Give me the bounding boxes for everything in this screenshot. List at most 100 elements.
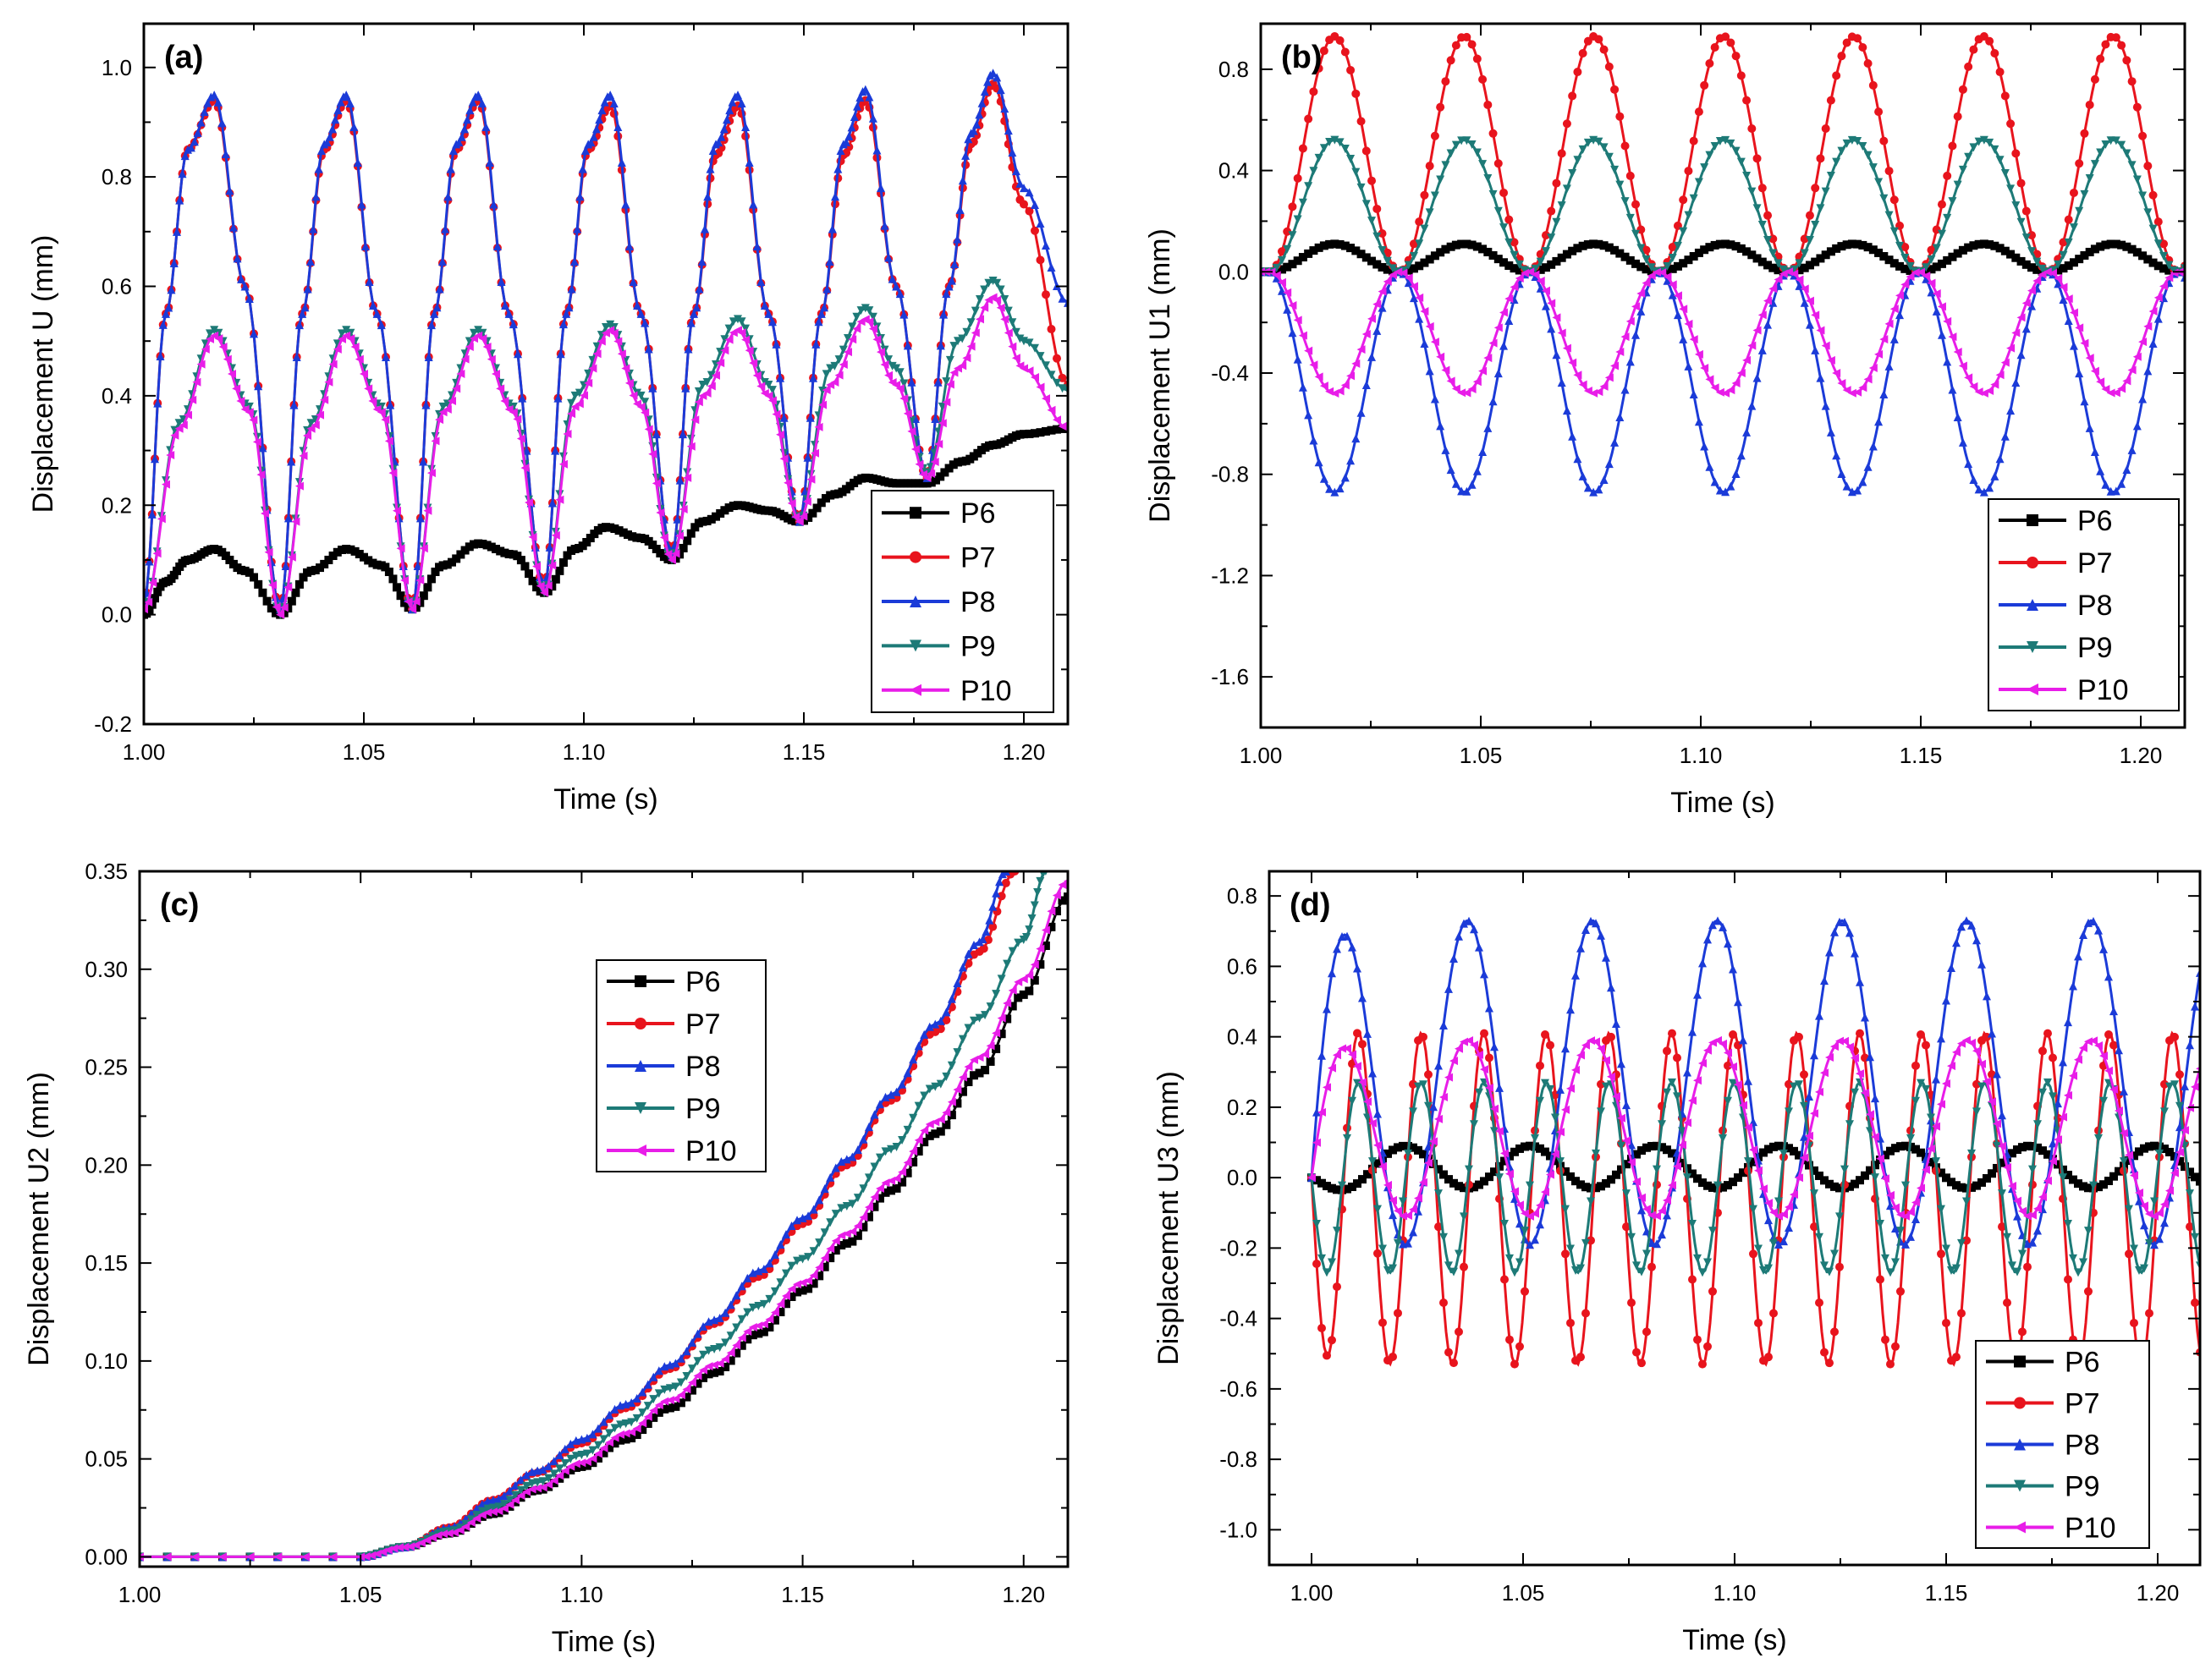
legend-label-p8: P8 [960,586,996,618]
data-point-p8 [961,151,971,160]
data-point-p8 [831,1163,840,1172]
data-point-p8 [1673,310,1682,320]
data-point-p9 [606,320,615,329]
data-point-p8 [593,1424,602,1433]
data-point-p9 [925,1084,934,1094]
data-point-p8 [1742,427,1752,436]
data-point-p7 [1597,1079,1605,1089]
data-point-p10 [549,1476,558,1485]
data-point-p8 [1358,993,1367,1002]
y-tick-label: -0.4 [1219,1306,1257,1331]
data-point-p7 [1312,1260,1321,1269]
data-point-p10 [814,422,823,431]
data-point-p8 [245,294,254,304]
data-point-p10 [1937,302,1946,311]
data-point-p8 [1953,413,1962,422]
data-point-p9 [1325,137,1334,146]
data-point-p10 [1895,291,1905,300]
data-point-p10 [679,505,688,514]
data-point-p9 [1457,136,1466,145]
data-point-p9 [505,1496,514,1505]
data-point-p8 [1343,931,1351,941]
data-point-p10 [1307,1173,1316,1183]
data-point-p9 [1884,211,1894,220]
data-point-p10 [174,424,184,433]
data-point-p6 [551,574,560,584]
data-point-p7 [1557,149,1566,158]
data-point-p8 [2080,397,2089,406]
data-point-p8 [175,195,184,205]
data-point-p8 [809,373,818,382]
data-point-p9 [306,419,316,428]
data-point-p8 [725,106,734,115]
data-point-p10 [654,1400,663,1409]
data-point-p9 [1863,151,1873,160]
y-tick-label: 1.0 [102,55,132,80]
data-point-p8 [1622,1101,1631,1110]
data-point-p8 [1948,385,1957,394]
data-point-p9 [1693,1254,1702,1263]
data-point-p7 [1642,1327,1651,1337]
data-point-p10 [716,359,725,368]
data-point-p9 [511,1491,520,1500]
data-point-p8 [953,978,962,987]
data-point-p8 [292,352,301,361]
data-point-p10 [364,384,373,393]
data-point-p8 [865,92,874,102]
data-point-p8 [914,1041,923,1051]
data-point-p10 [787,498,796,508]
data-point-p8 [837,1157,846,1167]
data-point-p7 [1472,54,1482,63]
data-point-p10 [1293,316,1302,325]
data-point-p10 [1547,299,1556,308]
data-point-p10 [1541,286,1550,295]
data-point-p9 [1425,208,1434,217]
data-point-p9 [2006,184,2016,194]
data-point-p8 [1637,1205,1646,1215]
series-line-p8 [140,871,1007,1558]
data-point-p8 [734,91,742,100]
data-point-p8 [1378,303,1387,312]
data-point-p7 [1053,354,1061,363]
data-point-p8 [1937,330,1946,339]
data-point-p9 [826,1218,835,1227]
data-point-p7 [1335,36,1345,45]
data-point-p10 [2079,1043,2087,1052]
data-point-p10 [431,436,440,446]
data-point-p8 [621,200,630,209]
data-point-p10 [460,354,470,364]
data-point-p10 [1587,1036,1595,1046]
data-point-p8 [2186,1040,2194,1050]
data-point-p9 [1927,1113,1935,1123]
data-point-p10 [1710,383,1719,393]
data-point-p7 [1415,217,1424,227]
plot-area [1307,916,2200,1369]
data-point-p8 [1599,475,1609,485]
data-point-p9 [1985,138,1994,147]
data-point-p7 [1731,52,1741,61]
data-point-p9 [1927,255,1936,264]
data-point-p9 [743,1308,752,1317]
data-point-p9 [1033,888,1042,898]
data-point-p7 [2145,1309,2153,1318]
data-point-p9 [616,1420,625,1430]
data-point-p10 [443,404,452,414]
data-point-p8 [1810,1051,1818,1060]
data-point-p9 [947,1061,956,1070]
data-point-p10 [1805,296,1814,305]
data-point-p8 [1998,1111,2006,1120]
data-point-p7 [1020,200,1028,209]
data-point-p8 [1008,148,1017,157]
data-point-p9 [1663,1088,1671,1097]
data-point-p9 [844,333,852,343]
data-point-p9 [1942,1244,1950,1254]
data-point-p7 [1449,1359,1458,1368]
data-point-p10 [2043,267,2052,277]
data-point-p8 [1962,916,1971,925]
data-point-p10 [1673,291,1682,300]
data-point-p8 [752,241,762,250]
data-point-p10 [1478,366,1488,376]
data-point-p9 [1552,217,1561,227]
data-point-p8 [2111,486,2120,496]
